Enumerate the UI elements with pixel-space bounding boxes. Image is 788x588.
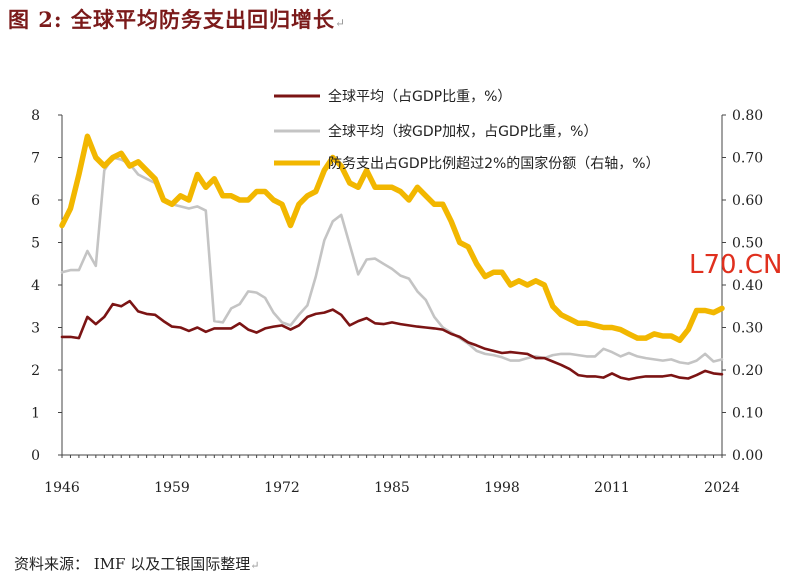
watermark-logo: L70.CN bbox=[689, 250, 783, 280]
legend-label-3: 防务支出占GDP比例超过2%的国家份额（右轴，%） bbox=[328, 155, 660, 172]
legend-label-2: 全球平均（按GDP加权，占GDP比重，%） bbox=[328, 123, 597, 140]
y-left-tick-label: 0 bbox=[31, 448, 40, 464]
y-right-tick-label: 0.10 bbox=[732, 406, 763, 422]
legend-label-1: 全球平均（占GDP比重，%） bbox=[328, 88, 511, 105]
chart-series-group bbox=[59, 133, 725, 381]
chart-ticks: 0 1 2 3 4 5 6 7 8 0.00 0.10 0.20 0.30 0.40 0.50 0.60 0.7… bbox=[31, 108, 763, 496]
y-right-tick-label: 0.70 bbox=[732, 151, 763, 167]
x-tick-label: 1998 bbox=[484, 480, 520, 496]
y-left-tick-label: 4 bbox=[31, 278, 40, 294]
y-right-tick-label: 0.00 bbox=[732, 448, 763, 464]
y-left-tick-label: 1 bbox=[31, 406, 40, 422]
y-right-tick-label: 0.30 bbox=[732, 321, 763, 337]
y-right-tick-label: 0.20 bbox=[732, 363, 763, 379]
y-right-tick-label: 0.50 bbox=[732, 236, 763, 252]
y-left-tick-label: 3 bbox=[31, 321, 40, 337]
series-line-1 bbox=[60, 299, 724, 381]
y-left-tick-label: 2 bbox=[31, 363, 40, 379]
y-right-tick-label: 0.80 bbox=[732, 108, 763, 124]
y-left-tick-label: 7 bbox=[31, 151, 40, 167]
y-right-tick-label: 0.40 bbox=[732, 278, 763, 294]
series-line-3 bbox=[59, 133, 725, 344]
y-left-tick-label: 8 bbox=[31, 108, 40, 124]
y-right-tick-label: 0.60 bbox=[732, 193, 763, 209]
chart-title: 图 2: 全球平均防务支出回归增长↵ bbox=[8, 7, 347, 32]
x-tick-label: 1946 bbox=[44, 480, 80, 496]
x-tick-label: 2011 bbox=[594, 480, 630, 496]
x-tick-label: 2024 bbox=[704, 480, 740, 496]
y-left-tick-label: 6 bbox=[31, 193, 40, 209]
x-tick-label: 1959 bbox=[154, 480, 190, 496]
x-tick-label: 1972 bbox=[264, 480, 300, 496]
chart-legend: 全球平均（占GDP比重，%） 全球平均（按GDP加权，占GDP比重，%） 防务支出占… bbox=[274, 88, 660, 172]
source-note: 资料来源： IMF 以及工银国际整理↵ bbox=[14, 555, 260, 573]
y-left-tick-label: 5 bbox=[31, 236, 40, 252]
x-tick-label: 1985 bbox=[374, 480, 410, 496]
